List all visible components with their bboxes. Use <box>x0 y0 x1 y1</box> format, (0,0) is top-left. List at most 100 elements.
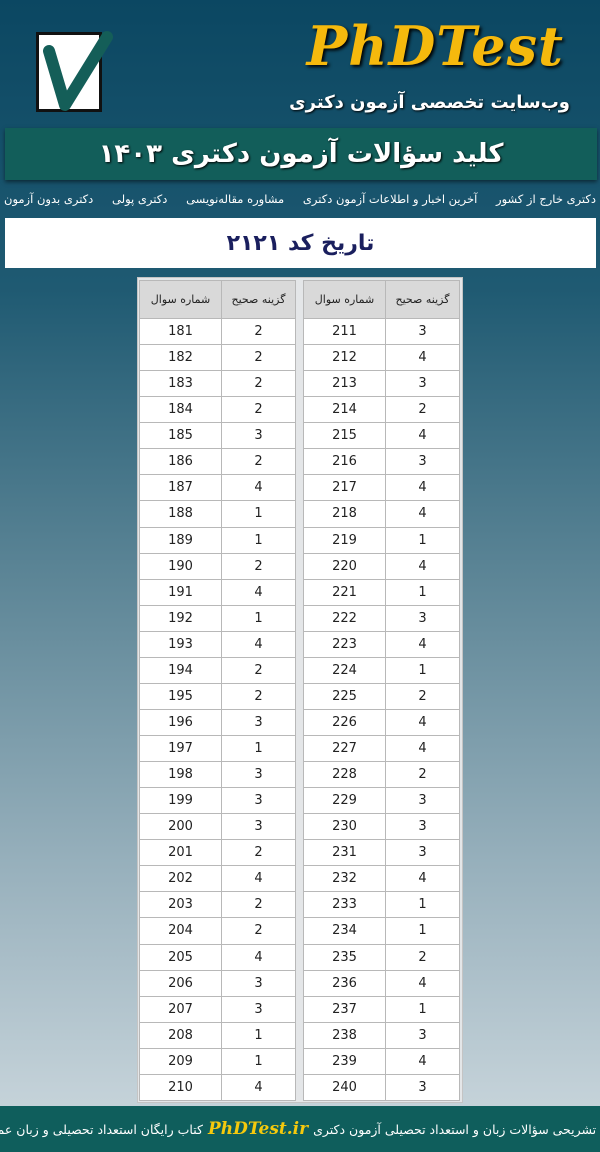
table-row: 187 4 <box>139 474 296 502</box>
correct-answer: 2 <box>385 943 460 971</box>
table-row: 212 4 <box>303 344 460 372</box>
correct-answer: 2 <box>221 396 296 424</box>
correct-answer: 2 <box>221 317 296 346</box>
question-number: 206 <box>139 969 222 997</box>
correct-answer: 1 <box>385 526 460 554</box>
question-number: 234 <box>303 917 386 945</box>
correct-answer: 3 <box>221 813 296 841</box>
correct-answer: 4 <box>221 474 296 502</box>
correct-answer: 2 <box>221 917 296 945</box>
correct-answer: 4 <box>385 552 460 580</box>
question-number: 240 <box>303 1073 386 1101</box>
nav-item-latest-news[interactable]: آخرین اخبار و اطلاعات آزمون دکتری <box>302 192 478 206</box>
question-number: 215 <box>303 422 386 450</box>
correct-answer: 1 <box>385 995 460 1023</box>
question-number: 238 <box>303 1021 386 1049</box>
header-correct-answer: گزینه صحیح <box>385 280 460 319</box>
table-row: 185 3 <box>139 422 296 450</box>
table-row: 205 4 <box>139 943 296 971</box>
question-number: 193 <box>139 630 222 658</box>
correct-answer: 2 <box>385 396 460 424</box>
nav-item-phd-without-exam[interactable]: دکتری بدون آزمون <box>4 192 94 206</box>
correct-answer: 1 <box>221 526 296 554</box>
question-number: 239 <box>303 1047 386 1075</box>
footer-site-link[interactable]: PhDTest.ir <box>207 1119 309 1139</box>
page-title: کلید سؤالات آزمون دکتری ۱۴۰۳ <box>5 128 597 180</box>
correct-answer: 4 <box>385 500 460 528</box>
table-row: 213 3 <box>303 370 460 398</box>
table-row: 182 2 <box>139 344 296 372</box>
answer-table-left: شماره سوال گزینه صحیح 181 2 182 2 183 2 184 2 18… <box>139 280 296 1101</box>
question-number: 228 <box>303 761 386 789</box>
question-number: 187 <box>139 474 222 502</box>
correct-answer: 3 <box>221 422 296 450</box>
question-number: 232 <box>303 865 386 893</box>
question-number: 227 <box>303 734 386 763</box>
question-number: 181 <box>139 317 222 346</box>
table-row: 227 4 <box>303 734 460 763</box>
correct-answer: 4 <box>385 865 460 893</box>
table-row: 229 3 <box>303 787 460 815</box>
brand-logo[interactable]: PhDTest <box>306 14 564 78</box>
correct-answer: 4 <box>385 1047 460 1075</box>
nav-item-article-consulting[interactable]: مشاوره مقاله‌نویسی <box>186 192 285 206</box>
table-row: 215 4 <box>303 422 460 450</box>
question-number: 197 <box>139 734 222 763</box>
section-subtitle: تاریخ کد ۲۱۲۱ <box>5 218 596 268</box>
table-row: 196 3 <box>139 708 296 737</box>
table-row: 197 1 <box>139 734 296 763</box>
correct-answer: 3 <box>385 839 460 867</box>
question-number: 207 <box>139 995 222 1023</box>
table-row: 190 2 <box>139 552 296 580</box>
table-row: 199 3 <box>139 787 296 815</box>
table-row: 200 3 <box>139 813 296 841</box>
question-number: 237 <box>303 995 386 1023</box>
footer-banner[interactable]: پاسخ تشریحی سؤالات زبان و استعداد تحصیلی… <box>0 1106 600 1152</box>
table-row: 217 4 <box>303 474 460 502</box>
logo-checkmark-icon <box>36 31 113 112</box>
correct-answer: 4 <box>385 474 460 502</box>
correct-answer: 3 <box>385 370 460 398</box>
correct-answer: 4 <box>221 943 296 971</box>
question-number: 204 <box>139 917 222 945</box>
table-row: 207 3 <box>139 995 296 1023</box>
correct-answer: 3 <box>385 448 460 476</box>
table-row: 221 1 <box>303 578 460 606</box>
question-number: 226 <box>303 708 386 737</box>
nav-item-paid-phd[interactable]: دکتری پولی <box>112 192 168 206</box>
table-row: 232 4 <box>303 865 460 893</box>
nav-item-phd-abroad[interactable]: دکتری خارج از کشور <box>496 192 596 206</box>
correct-answer: 2 <box>385 682 460 710</box>
question-number: 194 <box>139 656 222 684</box>
question-number: 185 <box>139 422 222 450</box>
question-number: 192 <box>139 604 222 632</box>
question-number: 217 <box>303 474 386 502</box>
correct-answer: 1 <box>385 891 460 919</box>
correct-answer: 3 <box>385 1073 460 1101</box>
correct-answer: 2 <box>385 761 460 789</box>
question-number: 233 <box>303 891 386 919</box>
table-row: 195 2 <box>139 682 296 710</box>
question-number: 225 <box>303 682 386 710</box>
answer-key-tables: شماره سوال گزینه صحیح 181 2 182 2 183 2 184 2 18… <box>137 277 463 1103</box>
correct-answer: 4 <box>221 865 296 893</box>
table-row: 204 2 <box>139 917 296 945</box>
question-number: 201 <box>139 839 222 867</box>
answer-table-right: شماره سوال گزینه صحیح 211 3 212 4 213 3 214 2 21… <box>303 280 460 1101</box>
correct-answer: 4 <box>221 578 296 606</box>
table-row: 214 2 <box>303 396 460 424</box>
correct-answer: 3 <box>221 761 296 789</box>
question-number: 190 <box>139 552 222 580</box>
table-row: 219 1 <box>303 526 460 554</box>
question-number: 203 <box>139 891 222 919</box>
table-row: 235 2 <box>303 943 460 971</box>
tagline: وب‌سایت تخصصی آزمون دکتری <box>289 92 570 113</box>
question-number: 224 <box>303 656 386 684</box>
question-number: 200 <box>139 813 222 841</box>
question-number: 214 <box>303 396 386 424</box>
table-row: 224 1 <box>303 656 460 684</box>
table-row: 192 1 <box>139 604 296 632</box>
question-number: 223 <box>303 630 386 658</box>
table-row: 193 4 <box>139 630 296 658</box>
table-row: 238 3 <box>303 1021 460 1049</box>
